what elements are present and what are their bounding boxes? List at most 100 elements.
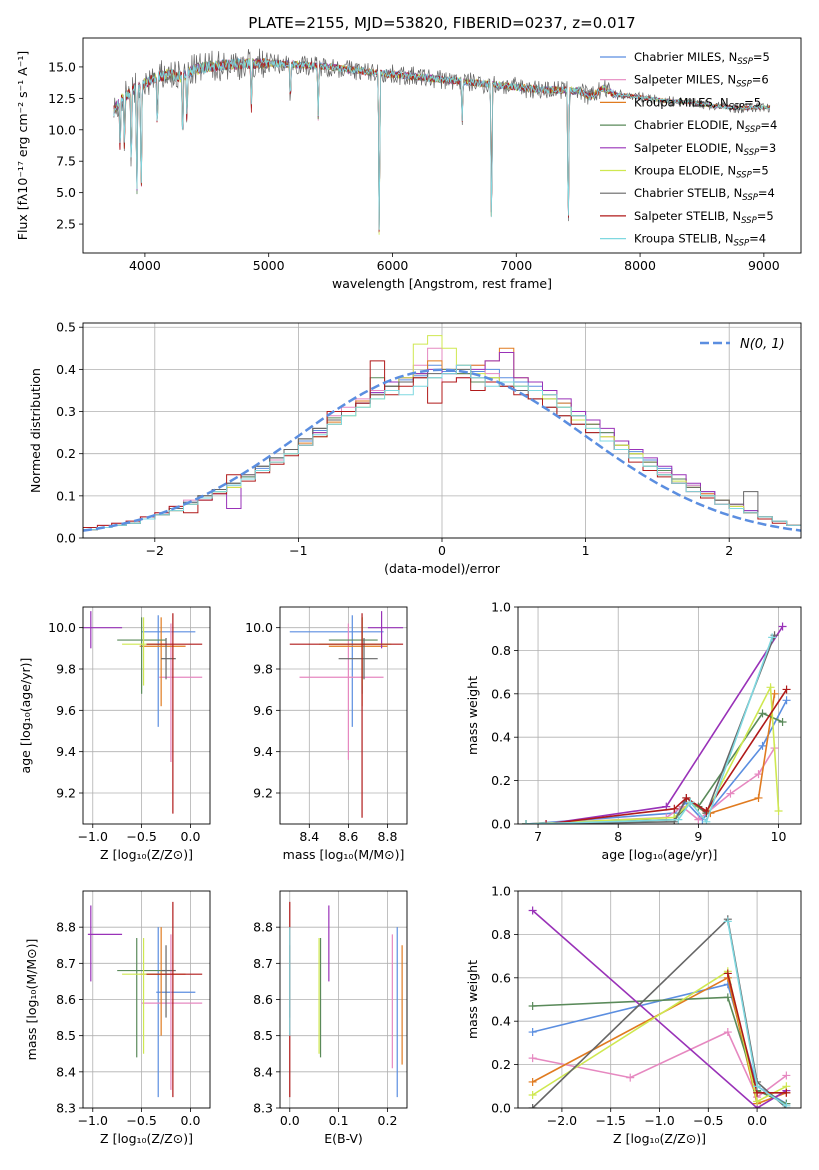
plot-area bbox=[289, 611, 404, 818]
y-tick-label: 8.6 bbox=[253, 992, 273, 1007]
y-tick-label: 0.4 bbox=[491, 1014, 511, 1029]
y-axis-label: mass weight bbox=[465, 960, 480, 1039]
x-axis-label: Z [log₁₀(Z/Z⊙)] bbox=[613, 1131, 706, 1146]
legend-label-suffix: =4 bbox=[749, 232, 766, 246]
legend-label: Kroupa ELODIE, NSSP=5 bbox=[634, 164, 769, 181]
x-tick-label: −1.0 bbox=[78, 829, 108, 844]
legend-label: Kroupa MILES, NSSP=5 bbox=[634, 95, 761, 112]
x-tick-label: 0 bbox=[438, 543, 446, 558]
x-axis-label: (data-model)/error bbox=[384, 561, 501, 576]
weight-line-salpeter-elodie bbox=[532, 909, 787, 1108]
legend-label-suffix: =4 bbox=[758, 186, 775, 200]
axes-frame bbox=[517, 606, 802, 825]
y-tick-label: 1.0 bbox=[491, 600, 511, 615]
weight-marker bbox=[782, 696, 791, 705]
y-tick-label: 0.5 bbox=[56, 320, 76, 335]
y-tick-label: 9.8 bbox=[253, 662, 273, 677]
weight-marker bbox=[682, 793, 691, 802]
y-tick-label: 9.8 bbox=[56, 662, 76, 677]
x-tick-label: 8000 bbox=[624, 258, 656, 273]
y-tick-label: 0.6 bbox=[491, 970, 511, 985]
x-tick-label: 8.4 bbox=[299, 829, 319, 844]
y-tick-label: 1.0 bbox=[491, 884, 511, 899]
y-axis-label: mass [log₁₀(M/M⊙)] bbox=[24, 939, 39, 1061]
legend-label-sub: SSP bbox=[734, 239, 750, 249]
axes-frame bbox=[82, 37, 802, 254]
weight-marker bbox=[782, 685, 791, 694]
weight-marker bbox=[754, 770, 763, 779]
legend-label-name: Salpeter MILES, N bbox=[634, 73, 736, 87]
y-tick-label: 9.6 bbox=[56, 703, 76, 718]
weight-marker bbox=[766, 683, 775, 692]
axes-frame bbox=[82, 322, 802, 539]
legend-label: Kroupa STELIB, NSSP=4 bbox=[634, 232, 766, 249]
y-tick-label: 10.0 bbox=[245, 620, 273, 635]
y-tick-label: 0.2 bbox=[491, 1057, 511, 1072]
weight-marker bbox=[626, 1073, 635, 1082]
weight-marker bbox=[782, 1088, 791, 1097]
y-tick-label: 0.0 bbox=[491, 1101, 511, 1116]
y-tick-label: 0.8 bbox=[491, 927, 511, 942]
plot-area bbox=[83, 611, 203, 814]
x-tick-label: 5000 bbox=[253, 258, 285, 273]
plot-area bbox=[289, 901, 403, 1098]
x-tick-label: 0.0 bbox=[181, 829, 201, 844]
y-tick-label: 8.4 bbox=[56, 1064, 76, 1079]
x-tick-label: 10 bbox=[771, 829, 787, 844]
legend-label-name: Chabrier MILES, N bbox=[634, 50, 737, 64]
y-tick-label: 7.5 bbox=[56, 154, 76, 169]
y-tick-label: 9.2 bbox=[253, 786, 273, 801]
y-tick-label: 9.4 bbox=[56, 744, 76, 759]
y-tick-label: 0.0 bbox=[56, 531, 76, 546]
x-axis-label: Z [log₁₀(Z/Z⊙)] bbox=[100, 847, 193, 862]
y-tick-label: 15.0 bbox=[48, 59, 76, 74]
weight-marker bbox=[674, 815, 683, 824]
x-tick-label: 0.2 bbox=[378, 1113, 398, 1128]
y-tick-label: 8.6 bbox=[56, 992, 76, 1007]
plot-area bbox=[522, 622, 791, 824]
weight-marker bbox=[758, 709, 767, 718]
x-tick-label: −0.5 bbox=[693, 1113, 723, 1128]
legend-label-sub: SSP bbox=[737, 57, 753, 67]
legend-label: N(0, 1) bbox=[740, 337, 785, 352]
spectrum-line-kroupa-stelib bbox=[113, 57, 770, 230]
y-tick-label: 0.4 bbox=[491, 730, 511, 745]
x-tick-label: 1 bbox=[582, 543, 590, 558]
y-tick-label: 8.4 bbox=[253, 1064, 273, 1079]
x-tick-label: 8 bbox=[614, 829, 622, 844]
legend-label-name: Salpeter ELODIE, N bbox=[634, 141, 744, 155]
legend-label-sub: SSP bbox=[736, 171, 752, 181]
weight-marker bbox=[782, 1101, 791, 1108]
panel-mass_weight_vs_Z: −2.0 −1.5 −1.0 −0.5 0.0 0.0 0.2 0.4 0.6 0.8 1.0 Z [… bbox=[465, 884, 802, 1146]
x-tick-label: −1 bbox=[289, 543, 307, 558]
y-tick-label: 2.5 bbox=[56, 217, 76, 232]
y-tick-label: 8.5 bbox=[56, 1028, 76, 1043]
y-tick-label: 8.5 bbox=[253, 1028, 273, 1043]
weight-line-chabrier-stelib bbox=[525, 634, 776, 824]
x-tick-label: −0.5 bbox=[126, 829, 156, 844]
y-tick-label: 10.0 bbox=[48, 620, 76, 635]
legend-label-suffix: =6 bbox=[752, 73, 769, 87]
legend-label: Chabrier ELODIE, NSSP=4 bbox=[634, 118, 777, 135]
y-tick-label: 8.7 bbox=[253, 956, 273, 971]
axes-frame bbox=[279, 890, 408, 1109]
y-axis-label: Flux [fλ10⁻¹⁷ erg cm⁻² s⁻¹ A⁻¹] bbox=[15, 51, 30, 240]
weight-line-chabrier-miles bbox=[525, 699, 788, 824]
x-tick-label: −2 bbox=[146, 543, 164, 558]
x-axis-label: age [log₁₀(age/yr)] bbox=[602, 847, 718, 862]
weight-marker bbox=[723, 969, 732, 978]
x-tick-label: 7 bbox=[534, 829, 542, 844]
panel-mass_weight_vs_age: 7 8 9 10 0.0 0.2 0.4 0.6 0.8 1.0 age [log₁₀(age/yr… bbox=[465, 600, 802, 862]
y-tick-label: 8.7 bbox=[56, 956, 76, 971]
legend-label-sub: SSP bbox=[744, 148, 760, 158]
legend-label-name: Kroupa ELODIE, N bbox=[634, 164, 736, 178]
weight-marker bbox=[768, 633, 777, 642]
weight-marker bbox=[726, 789, 735, 798]
y-tick-label: 0.1 bbox=[56, 488, 76, 503]
axes-frame bbox=[82, 890, 211, 1109]
gaussian-curve bbox=[83, 368, 801, 532]
x-tick-label: 0.0 bbox=[181, 1113, 201, 1128]
y-tick-label: 10.0 bbox=[48, 122, 76, 137]
weight-marker bbox=[528, 1090, 537, 1099]
